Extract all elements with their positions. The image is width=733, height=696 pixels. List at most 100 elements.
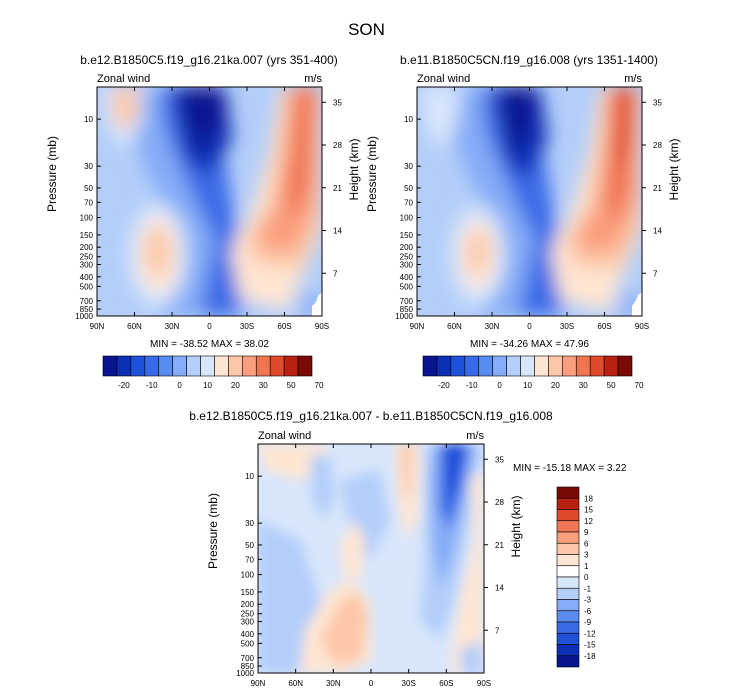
panel-1-xtick-label: 90N (90, 322, 105, 331)
panel-2-colorbar-box (478, 355, 493, 377)
panel-2-colorbar-box (575, 355, 591, 377)
panel-2-ytick-right-label: 14 (653, 227, 662, 236)
panel-3-ytick-label: 50 (245, 541, 254, 550)
panel-2-xtick-label: 60S (597, 322, 611, 331)
panel-1-ylabel-right: Height (km) (347, 138, 361, 200)
panel-2-ytick-right-label: 35 (653, 98, 662, 107)
panel-2-ytick-label: 70 (404, 198, 413, 207)
panel-3-xtick-label: 0 (369, 679, 374, 688)
panel-3-colorbar-box (556, 509, 580, 522)
panel-3-ytick-right-label: 21 (495, 541, 504, 550)
panel-1-ytick-label: 70 (84, 198, 93, 207)
panel-2-ytick-right-label: 7 (653, 269, 658, 278)
panel-2-ylabel: Pressure (mb) (365, 136, 379, 212)
panel-3-colorbar-label: -12 (584, 629, 596, 638)
panel-1-variable-label: Zonal wind (97, 73, 150, 85)
panel-3-ytick-label: 150 (241, 588, 255, 597)
panel-3-ytick-label: 200 (241, 600, 255, 609)
panel-3-colorbar-label: 12 (584, 517, 593, 526)
panel-2-units-label: m/s (624, 73, 642, 85)
panel-1-colorbar-label: 20 (231, 381, 240, 390)
panel-3-xtick-label: 60S (439, 679, 453, 688)
panel-1-colorbar-box (242, 355, 257, 377)
panel-2-ytick-label: 150 (400, 231, 414, 240)
panel-3-colorbar-box (556, 576, 580, 589)
panel-2-xtick-label: 30N (485, 322, 500, 331)
panel-3-ytick-right-label: 14 (495, 584, 504, 593)
panel-3-colorbar-box (556, 497, 580, 510)
panel-3-stats: MIN = -15.18 MAX = 3.22 (513, 463, 627, 474)
panel-3-ytick-label: 30 (245, 519, 254, 528)
panel-3-colorbar-label: -6 (584, 607, 592, 616)
panel-1-xtick-label: 30S (240, 322, 254, 331)
panel-3-colorbar-box (556, 486, 580, 499)
panel-3-colorbar-box (556, 520, 580, 533)
panel-3-colorbar-box (556, 587, 580, 600)
panel-3-colorbar-box (556, 565, 580, 578)
panel-2-field (417, 87, 642, 316)
panel-1-ytick-right-label: 21 (333, 184, 342, 193)
panel-1-xtick-label: 90S (315, 322, 329, 331)
panel-1-ytick-label: 10 (84, 115, 93, 124)
panel-1-ytick-label: 50 (84, 184, 93, 193)
panel-1-colorbar-box (200, 355, 215, 377)
panel-3-colorbar-box (556, 632, 580, 645)
panel-2-ytick-label: 850 (400, 305, 414, 314)
panel-3-colorbar-label: -15 (584, 641, 596, 650)
panel-2-ytick-label: 10 (404, 115, 413, 124)
panel-1-title: b.e12.B1850C5.f19_g16.21ka.007 (yrs 351-… (80, 53, 338, 67)
panel-1-ytick-right-label: 35 (333, 98, 342, 107)
panel-1-ytick-label: 200 (80, 243, 94, 252)
panel-2-colorbar-box (422, 355, 438, 377)
panel-3-ylabel: Pressure (mb) (206, 493, 220, 569)
panel-2-ytick-label: 400 (400, 273, 414, 282)
panel-2-ytick-label: 30 (404, 162, 413, 171)
panel-3-colorbar-label: 3 (584, 551, 589, 560)
panel-3-colorbar-box (556, 554, 580, 567)
panel-2-colorbar-box (589, 355, 605, 377)
panel-1-units-label: m/s (304, 73, 322, 85)
panel-1-ytick-label: 850 (80, 305, 94, 314)
panel-2-xtick-label: 0 (527, 322, 532, 331)
panel-1-colorbar-label: -10 (146, 381, 158, 390)
panel-1-colorbar-box (102, 355, 118, 377)
panel-1-colorbar-box (228, 355, 243, 377)
panel-3-colorbar-label: -3 (584, 596, 592, 605)
panel-1-colorbar-label: -20 (118, 381, 130, 390)
panel-3-ytick-label: 70 (245, 555, 254, 564)
panel-2-colorbar-label: 0 (497, 381, 502, 390)
panel-3-colorbar-box (556, 599, 580, 612)
panel-2-colorbar-box (506, 355, 521, 377)
panel-1-ytick-label: 1000 (75, 312, 93, 321)
panel-1-colorbar-label: 0 (177, 381, 182, 390)
panel-1-colorbar-box (214, 355, 229, 377)
panel-2-ytick-label: 50 (404, 184, 413, 193)
panel-1-ytick-label: 250 (80, 253, 94, 262)
panel-1-xtick-label: 30N (165, 322, 180, 331)
panel-3-ylabel-right: Height (km) (509, 495, 523, 557)
panel-2-ytick-label: 1000 (395, 312, 413, 321)
panel-1-ytick-label: 400 (80, 273, 94, 282)
panel-1-ylabel: Pressure (mb) (45, 136, 59, 212)
panel-1-xtick-label: 60N (127, 322, 142, 331)
panel-1-field (97, 87, 322, 316)
panel-2-colorbar-box (450, 355, 466, 377)
panel-1-colorbar-label: 10 (203, 381, 212, 390)
panel-1-ytick-label: 150 (80, 231, 94, 240)
panel-3-colorbar-box (556, 644, 580, 657)
panel-3-colorbar-label: 0 (584, 573, 589, 582)
panel-1-colorbar-box (158, 355, 173, 377)
panel-3-colorbar-label: 1 (584, 562, 589, 571)
panel-2-ytick-label: 500 (400, 282, 414, 291)
panel-3-title: b.e12.B1850C5.f19_g16.21ka.007 - b.e11.B… (189, 409, 553, 423)
panel-1-colorbar-box (283, 355, 299, 377)
panel-2-variable-label: Zonal wind (417, 73, 470, 85)
panel-2-ytick-label: 700 (400, 297, 414, 306)
panel-2-colorbar-box (562, 355, 577, 377)
panel-3-units-label: m/s (466, 430, 484, 442)
panel-1-ytick-label: 30 (84, 162, 93, 171)
panel-3-colorbar-box (556, 542, 580, 555)
panel-3-colorbar-label: 9 (584, 528, 589, 537)
panel-1-colorbar-box (144, 355, 160, 377)
panel-2-colorbar-box (436, 355, 452, 377)
